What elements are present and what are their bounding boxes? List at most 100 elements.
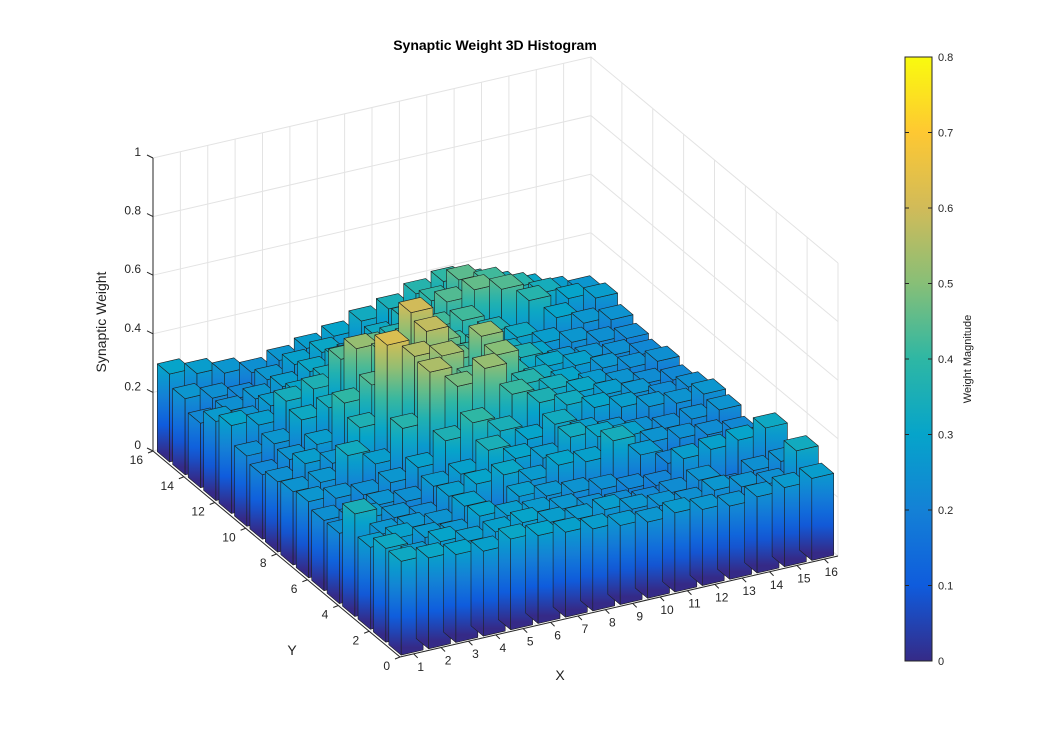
grid-line	[152, 115, 839, 322]
bar-face	[526, 386, 562, 404]
bar-face	[451, 490, 487, 507]
bar-face	[783, 435, 819, 452]
bar-face	[295, 491, 309, 579]
y-tick	[209, 502, 215, 505]
bar-face	[311, 509, 325, 592]
bar-face	[580, 513, 616, 530]
x-tick	[550, 621, 555, 627]
bar-face	[542, 408, 578, 425]
bar-face	[502, 442, 538, 459]
bar-face	[545, 449, 581, 466]
y-tick-label: 10	[222, 530, 236, 544]
colorbar-tick-label: 0	[938, 656, 944, 668]
bar-face	[497, 528, 512, 631]
bar-3d	[799, 462, 835, 561]
bar-face	[639, 426, 675, 443]
bar-face	[443, 543, 457, 643]
bar-face	[401, 340, 437, 357]
x-tick	[659, 596, 665, 602]
bar-face	[172, 388, 186, 476]
bar-face	[620, 378, 656, 395]
bar-face	[304, 428, 340, 445]
bar-face	[470, 535, 506, 552]
bar-face	[644, 345, 680, 362]
bar-face	[420, 470, 456, 487]
bar-face	[468, 320, 504, 337]
x-tick-label: 13	[743, 584, 757, 598]
bar-face	[608, 391, 644, 408]
y-tick-label: 0	[383, 659, 390, 673]
colorbar-tick-label: 0.2	[938, 505, 953, 517]
bar-face	[607, 514, 621, 605]
bar-face	[559, 326, 595, 343]
bar-face	[552, 521, 566, 618]
x-tick	[413, 653, 419, 659]
bar-face	[488, 273, 524, 290]
colorbar-tick-label: 0.5	[938, 279, 953, 291]
bar-face	[617, 351, 653, 368]
bar-face	[799, 467, 813, 561]
bar-face	[389, 412, 425, 429]
bar-face	[218, 414, 232, 514]
bar-face	[634, 511, 648, 599]
bar-face	[326, 522, 340, 604]
bar-face	[347, 411, 383, 429]
y-tick-label: 6	[291, 582, 298, 596]
axes-layer: 1 2 3 4 5 6 7 8 9 10 11 12 13 14 15 16024681012141600.2…	[124, 145, 838, 674]
bar-face	[689, 498, 703, 586]
x-tick-label: 15	[797, 571, 811, 585]
bar-face	[373, 532, 409, 549]
bar-face	[598, 304, 634, 321]
bar-face	[555, 282, 591, 299]
bar-face	[561, 477, 597, 494]
bar-face	[350, 479, 386, 496]
bar-face	[307, 466, 343, 483]
colorbar-tick-label: 0.4	[938, 354, 953, 366]
y-tick-label: 2	[352, 633, 359, 647]
bar-face	[549, 493, 585, 510]
bar-face	[506, 480, 542, 497]
x-tick-label: 14	[770, 578, 784, 592]
x-tick-label: 8	[609, 616, 616, 630]
bar-face	[427, 525, 463, 543]
x-tick	[823, 558, 829, 564]
bar-face	[525, 524, 539, 624]
bar-face	[342, 498, 378, 515]
bar-face	[543, 302, 579, 319]
bar-face	[342, 503, 356, 617]
bar-face	[455, 525, 491, 542]
bar-face	[366, 489, 402, 506]
bar-face	[429, 340, 465, 357]
x-tick	[440, 647, 446, 652]
bar-face	[725, 424, 761, 441]
bar-face	[589, 352, 625, 369]
x-tick-label: 10	[660, 603, 674, 617]
z-tick-label: 0.4	[124, 321, 141, 335]
x-tick-label: 2	[445, 654, 452, 668]
x-tick	[687, 590, 692, 596]
bar-face	[467, 500, 503, 517]
x-tick-label: 9	[636, 609, 643, 623]
bar-face	[487, 415, 523, 432]
bar-face	[331, 387, 367, 404]
bar-face	[417, 356, 453, 373]
y-tick-label: 16	[130, 453, 144, 467]
x-tick-label: 5	[527, 635, 534, 649]
bar-face	[740, 454, 776, 471]
bar-face	[443, 538, 479, 555]
bar-face	[691, 378, 727, 395]
bar-face	[261, 428, 297, 445]
colorbar-tick-label: 0.6	[938, 203, 953, 215]
bar-face	[514, 423, 550, 440]
bar-face	[593, 378, 629, 395]
z-tick	[146, 271, 154, 276]
y-tick-label: 12	[191, 505, 205, 519]
z-tick-label: 0.8	[124, 204, 141, 218]
x-tick-label: 4	[499, 641, 506, 655]
bar-face	[300, 373, 336, 390]
bars-layer	[157, 264, 835, 656]
bar-face	[172, 382, 208, 400]
bar-face	[264, 466, 300, 483]
x-tick	[632, 602, 638, 608]
